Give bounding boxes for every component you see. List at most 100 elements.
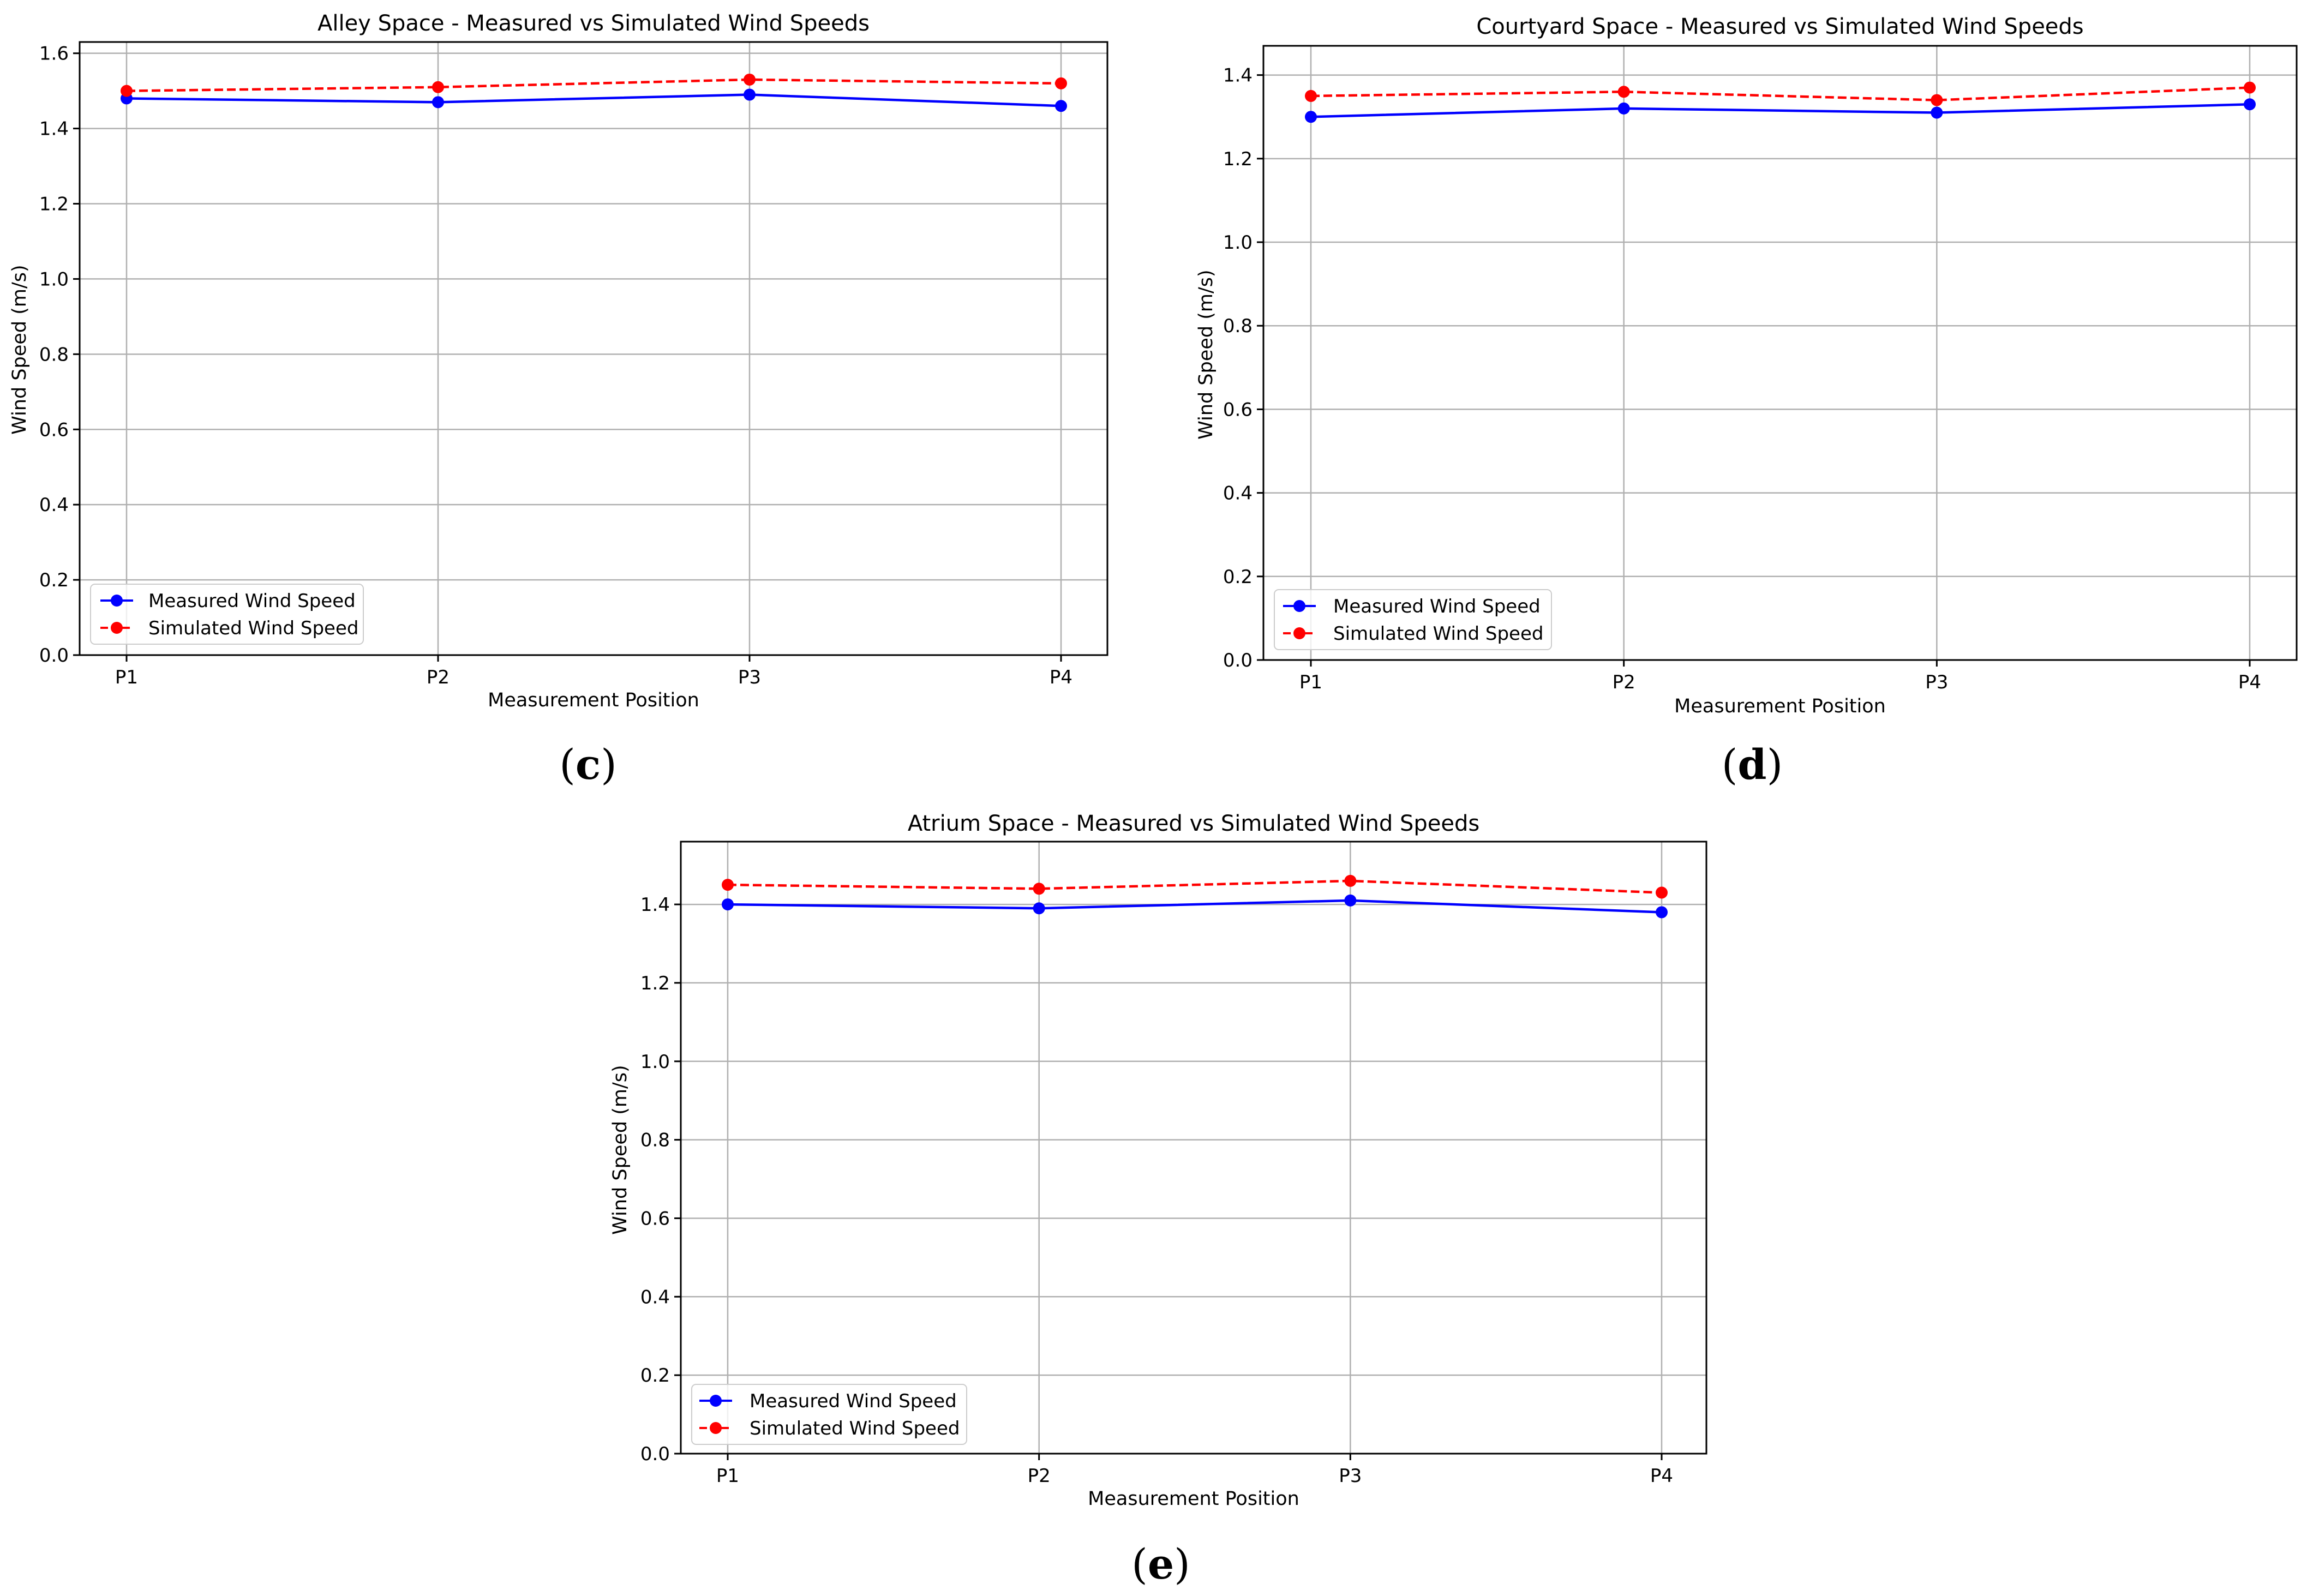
legend-simulated-marker — [111, 622, 123, 634]
y-tick-label: 0.2 — [1223, 566, 1253, 588]
y-tick-label: 0.0 — [39, 645, 69, 667]
y-tick-label: 0.2 — [39, 569, 69, 591]
x-tick-label: P4 — [1050, 667, 1072, 688]
measured-point-p4 — [1656, 906, 1668, 919]
measured-series-line — [126, 93, 1062, 107]
y-tick-label: 1.0 — [640, 1051, 670, 1073]
x-tick-label: P3 — [1339, 1465, 1362, 1487]
x-tick-label: P2 — [1613, 671, 1635, 693]
y-tick-label: 0.8 — [1223, 315, 1253, 337]
measured-point-p1 — [1305, 111, 1317, 123]
y-tick-label: 0.6 — [1223, 399, 1253, 421]
y-axis-label: Wind Speed (m/s) — [609, 1065, 631, 1234]
legend-measured-marker — [1293, 600, 1305, 612]
legend-simulated-label: Simulated Wind Speed — [148, 617, 358, 639]
x-tick-label: P1 — [716, 1465, 739, 1487]
y-tick-label: 0.8 — [39, 344, 69, 365]
chart-alley: Alley Space - Measured vs Simulated Wind… — [9, 11, 1108, 789]
simulated-point-p1 — [1305, 89, 1317, 102]
y-tick-label: 1.0 — [1223, 232, 1253, 254]
measured-series-line — [1310, 103, 2250, 118]
measured-point-p3 — [1931, 106, 1943, 119]
simulated-point-p3 — [1931, 94, 1943, 106]
measured-point-p4 — [2244, 98, 2256, 111]
panel-label-e: (e) — [1131, 1540, 1190, 1588]
legend-box — [90, 584, 364, 645]
simulated-point-p3 — [744, 73, 756, 86]
y-tick-label: 1.2 — [1223, 148, 1253, 170]
legend-box — [1274, 589, 1552, 650]
x-tick-label: P2 — [1028, 1465, 1051, 1487]
legend-measured-marker — [111, 595, 123, 607]
y-tick-label: 1.6 — [39, 43, 69, 65]
simulated-point-p1 — [722, 879, 734, 891]
y-tick-label: 1.0 — [39, 268, 69, 290]
y-tick-label: 0.0 — [1223, 650, 1253, 671]
simulated-point-p2 — [1617, 86, 1630, 98]
y-tick-label: 1.4 — [39, 118, 69, 140]
simulated-series-line — [126, 78, 1062, 92]
panel-label-d: (d) — [1722, 740, 1783, 789]
simulated-series-line — [1310, 86, 2250, 101]
measured-point-p3 — [1344, 894, 1357, 907]
legend: Measured Wind Speed Simulated Wind Speed — [1274, 589, 1552, 650]
y-axis-label: Wind Speed (m/s) — [9, 265, 31, 434]
plot-frame — [680, 841, 1707, 1455]
y-tick-label: 1.4 — [1223, 65, 1253, 87]
chart-title: Courtyard Space - Measured vs Simulated … — [1476, 14, 2083, 39]
plot-frame — [79, 41, 1108, 656]
y-tick-label: 0.6 — [39, 419, 69, 441]
x-tick-label: P1 — [115, 667, 138, 688]
measured-point-p2 — [432, 96, 444, 109]
y-tick-label: 1.2 — [39, 194, 69, 215]
x-tick-label: P1 — [1299, 671, 1322, 693]
legend: Measured Wind Speed Simulated Wind Speed — [691, 1384, 967, 1445]
y-tick-label: 1.4 — [640, 894, 670, 916]
x-axis-label: Measurement Position — [488, 689, 699, 711]
simulated-series-line — [727, 879, 1662, 894]
chart-title: Alley Space - Measured vs Simulated Wind… — [317, 11, 870, 36]
x-tick-label: P4 — [1650, 1465, 1673, 1487]
measured-point-p1 — [722, 898, 734, 911]
y-tick-label: 0.2 — [640, 1365, 670, 1387]
chart-courtyard: Courtyard Space - Measured vs Simulated … — [1195, 14, 2298, 789]
x-tick-label: P2 — [427, 667, 450, 688]
measured-point-p2 — [1033, 902, 1045, 915]
y-tick-label: 0.4 — [39, 494, 69, 516]
legend-simulated-label: Simulated Wind Speed — [1333, 623, 1543, 645]
y-tick-label: 0.8 — [640, 1130, 670, 1151]
y-tick-label: 1.2 — [640, 973, 670, 994]
legend-simulated-marker — [1293, 627, 1305, 639]
simulated-point-p1 — [121, 85, 133, 97]
panel-label-c: (c) — [559, 740, 617, 789]
plot-frame — [1262, 45, 2298, 661]
simulated-point-p2 — [432, 81, 444, 93]
legend-simulated-marker — [710, 1422, 722, 1434]
y-tick-label: 0.4 — [1223, 483, 1253, 505]
chart-title: Atrium Space - Measured vs Simulated Win… — [908, 811, 1479, 836]
x-axis-label: Measurement Position — [1088, 1488, 1299, 1510]
x-tick-label: P3 — [738, 667, 761, 688]
y-tick-label: 0.6 — [640, 1208, 670, 1229]
simulated-point-p4 — [1055, 77, 1067, 89]
y-tick-label: 0.0 — [640, 1443, 670, 1465]
measured-series-line — [727, 899, 1662, 914]
measured-point-p3 — [744, 88, 756, 101]
x-axis-label: Measurement Position — [1674, 695, 1886, 717]
legend-measured-label: Measured Wind Speed — [750, 1390, 957, 1412]
y-tick-label: 0.4 — [640, 1286, 670, 1308]
x-tick-label: P3 — [1925, 671, 1948, 693]
measured-point-p4 — [1055, 100, 1067, 112]
legend-measured-label: Measured Wind Speed — [1333, 596, 1541, 617]
legend-measured-marker — [710, 1395, 722, 1407]
simulated-point-p3 — [1344, 874, 1357, 887]
legend-simulated-label: Simulated Wind Speed — [750, 1418, 960, 1439]
x-tick-label: P4 — [2238, 671, 2261, 693]
measured-point-p2 — [1617, 102, 1630, 115]
simulated-point-p4 — [1656, 886, 1668, 899]
chart-atrium: Atrium Space - Measured vs Simulated Win… — [609, 811, 1707, 1588]
simulated-point-p4 — [2244, 81, 2256, 94]
legend: Measured Wind Speed Simulated Wind Speed — [90, 584, 364, 645]
